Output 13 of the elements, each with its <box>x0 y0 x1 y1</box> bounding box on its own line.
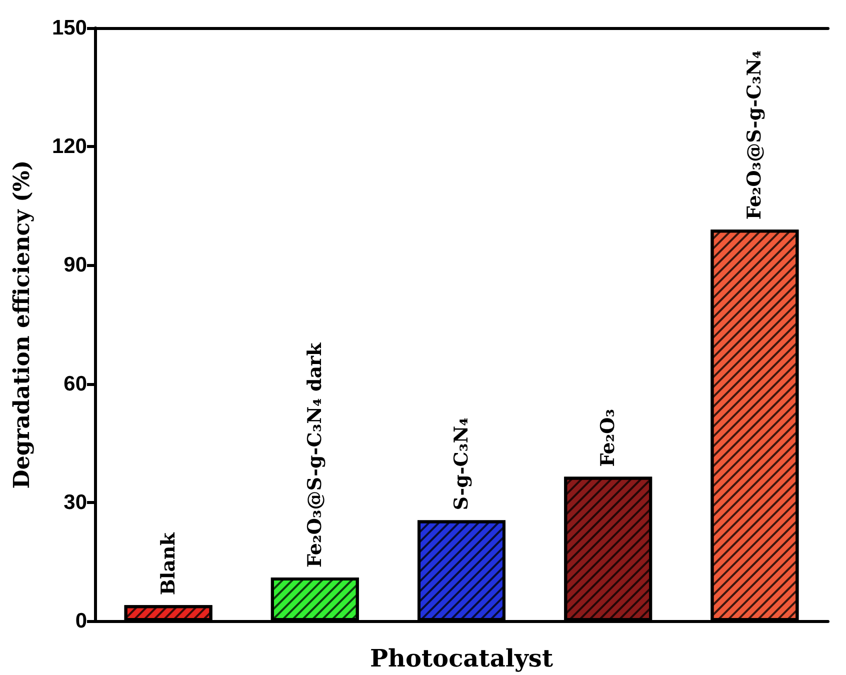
x-tick-label: S-g-C₃N₄ <box>450 418 472 510</box>
y-tick-label: 150 <box>52 16 87 40</box>
y-tick-label: 60 <box>64 372 87 396</box>
x-tick-label: Fe₂O₃ <box>597 408 620 467</box>
x-tick-label: Blank <box>157 532 180 596</box>
y-axis-title: Degradation efficiency (%) <box>9 160 35 489</box>
y-tick-label: 120 <box>52 135 87 158</box>
y-tick-label: 30 <box>64 490 87 514</box>
y-tick-label: 0 <box>75 610 87 632</box>
x-tick-label: Fe₂O₃@S-g-C₃N₄ <box>744 50 766 220</box>
x-tick-label: Fe₂O₃@S-g-C₃N₄ dark <box>304 342 326 568</box>
y-tick-label: 90 <box>64 254 87 277</box>
x-axis-title: Photocatalyst <box>370 644 554 672</box>
